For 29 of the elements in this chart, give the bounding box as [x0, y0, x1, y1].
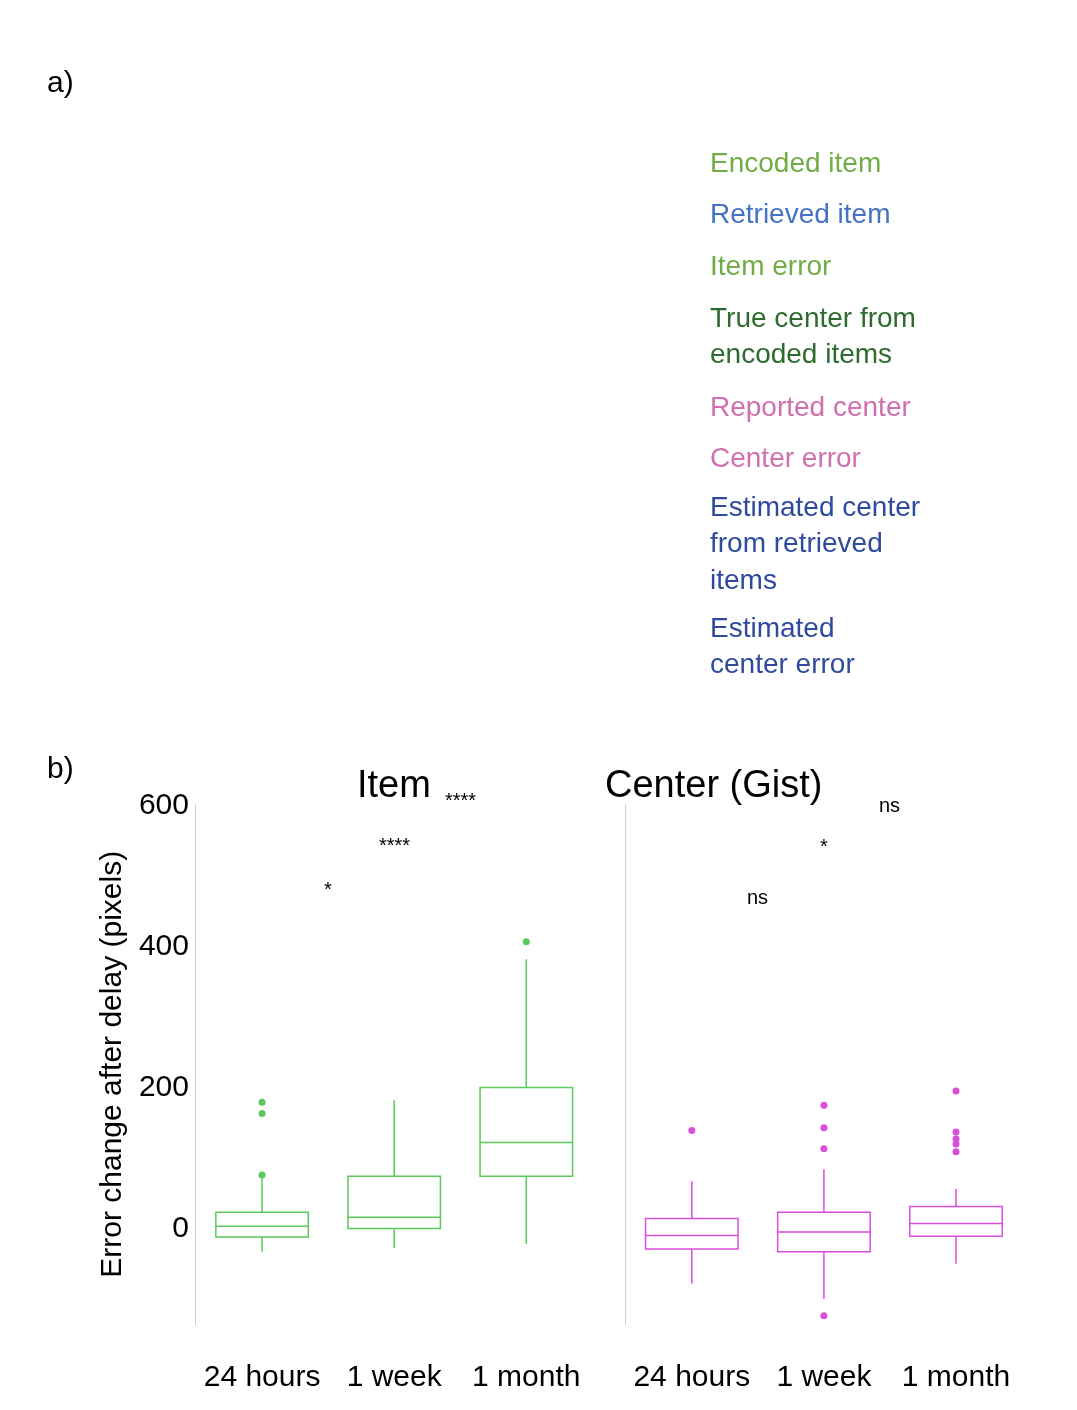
text: Estimated center from retrieved items	[710, 491, 921, 595]
annotation: ****	[379, 834, 411, 856]
chart-title: Item	[357, 763, 431, 805]
y-tick-label: 0	[172, 1209, 190, 1243]
text: Center error	[710, 442, 861, 473]
text: True center from encoded items	[710, 302, 916, 370]
y-tick-label: 600	[138, 787, 190, 821]
text: Item error	[710, 250, 832, 281]
annotation: ns	[747, 886, 769, 908]
y-axis-title: Error change after delay (pixels)	[93, 850, 127, 1278]
text: a)	[47, 65, 74, 98]
y-tick-label: 200	[138, 1068, 190, 1102]
text: Reported center	[710, 391, 911, 422]
chart-title: Center (Gist)	[605, 763, 823, 805]
x-tick-label: 1 week	[776, 1358, 873, 1392]
text: b)	[47, 751, 74, 784]
annotation: *	[324, 878, 332, 900]
x-tick-label: 24 hours	[203, 1358, 321, 1392]
x-tick-label: 1 month	[901, 1358, 1011, 1392]
text: Encoded item	[710, 147, 882, 178]
text: Estimated center error	[710, 612, 855, 680]
y-tick-label: 400	[138, 928, 190, 962]
annotation: ****	[445, 789, 477, 811]
text: Retrieved item	[710, 198, 891, 229]
annotation: ns	[879, 794, 901, 816]
annotation: *	[820, 835, 828, 857]
x-tick-label: 1 month	[472, 1358, 581, 1392]
x-tick-label: 24 hours	[633, 1358, 751, 1392]
x-tick-label: 1 week	[346, 1358, 443, 1392]
